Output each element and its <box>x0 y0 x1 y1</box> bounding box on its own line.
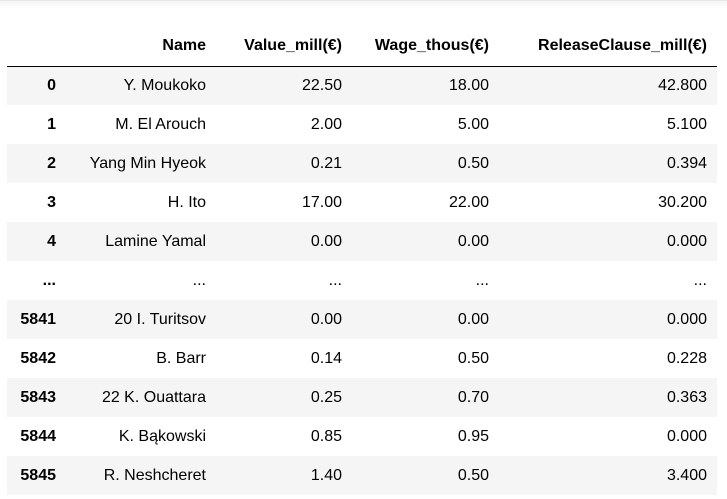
cell-name: K. Bąkowski <box>118 427 206 445</box>
cell-release-clause: 0.363 <box>666 388 707 406</box>
cell-wage: 0.95 <box>457 427 489 445</box>
cell-wage: 0.50 <box>457 154 489 172</box>
cell-release-clause: 0.394 <box>666 154 707 172</box>
table-row: 5841 20 I. Turitsov 0.00 0.00 0.000 <box>7 300 717 339</box>
row-index: 1 <box>47 115 56 133</box>
cell-name: 22 K. Ouattara <box>101 388 206 406</box>
cell-release-clause: 0.000 <box>666 427 707 445</box>
table-row: 5844 K. Bąkowski 0.85 0.95 0.000 <box>7 417 717 456</box>
cell-wage: 5.00 <box>457 115 489 133</box>
column-header-release-clause: ReleaseClause_mill(€) <box>499 27 717 67</box>
cell-name: ... <box>192 271 206 289</box>
cell-value: ... <box>328 271 342 289</box>
cell-release-clause: 0.000 <box>666 310 707 328</box>
cell-value: 0.14 <box>310 349 342 367</box>
column-header-wage: Wage_thous(€) <box>352 27 499 67</box>
table-row: 3 H. Ito 17.00 22.00 30.200 <box>7 183 717 222</box>
cell-name: B. Barr <box>156 349 206 367</box>
row-index: 5845 <box>20 466 56 484</box>
cell-value: 2.00 <box>310 115 342 133</box>
row-index: 5841 <box>20 310 56 328</box>
cell-name: H. Ito <box>167 193 206 211</box>
table-row: 1 M. El Arouch 2.00 5.00 5.100 <box>7 105 717 144</box>
table-row: 5842 B. Barr 0.14 0.50 0.228 <box>7 339 717 378</box>
cell-value: 0.25 <box>310 388 342 406</box>
cell-name: M. El Arouch <box>115 115 206 133</box>
cell-release-clause: 5.100 <box>666 115 707 133</box>
cell-release-clause: 0.228 <box>666 349 707 367</box>
cell-wage: ... <box>475 271 489 289</box>
cell-value: 0.00 <box>310 310 342 328</box>
cell-release-clause: 0.000 <box>666 232 707 250</box>
cell-wage: 0.50 <box>457 466 489 484</box>
cell-release-clause: ... <box>693 271 707 289</box>
cell-value: 0.00 <box>310 232 342 250</box>
cell-value: 0.21 <box>310 154 342 172</box>
cell-name: Y. Moukoko <box>123 76 206 94</box>
cell-value: 1.40 <box>310 466 342 484</box>
cell-release-clause: 30.200 <box>658 193 707 211</box>
row-index: 5842 <box>20 349 56 367</box>
output-top-border <box>0 0 727 9</box>
cell-wage: 18.00 <box>448 76 489 94</box>
row-index: 5844 <box>20 427 56 445</box>
row-index: 2 <box>47 154 56 172</box>
row-index: 5843 <box>20 388 56 406</box>
cell-wage: 0.00 <box>457 310 489 328</box>
table-body: 0 Y. Moukoko 22.50 18.00 42.800 1 M. El Arouch… <box>7 66 717 495</box>
dataframe-table: Name Value_mill(€) Wage_thous(€) Release… <box>7 27 717 495</box>
table-row: 2 Yang Min Hyeok 0.21 0.50 0.394 <box>7 144 717 183</box>
row-index: 3 <box>47 193 56 211</box>
row-index: ... <box>42 271 56 289</box>
cell-name: Yang Min Hyeok <box>89 154 206 172</box>
row-index: 4 <box>47 232 56 250</box>
cell-wage: 0.00 <box>457 232 489 250</box>
table-row: 4 Lamine Yamal 0.00 0.00 0.000 <box>7 222 717 261</box>
table-row: 5843 22 K. Ouattara 0.25 0.70 0.363 <box>7 378 717 417</box>
column-header-name: Name <box>66 27 216 67</box>
index-header <box>7 27 66 67</box>
table-row: ............... <box>7 261 717 300</box>
cell-release-clause: 3.400 <box>666 466 707 484</box>
table-row: 5845 R. Neshcheret 1.40 0.50 3.400 <box>7 456 717 495</box>
cell-release-clause: 42.800 <box>658 76 707 94</box>
header-row: Name Value_mill(€) Wage_thous(€) Release… <box>7 27 717 67</box>
row-index: 0 <box>47 76 56 94</box>
cell-value: 22.50 <box>301 76 342 94</box>
table-row: 0 Y. Moukoko 22.50 18.00 42.800 <box>7 66 717 105</box>
cell-name: R. Neshcheret <box>103 466 206 484</box>
cell-wage: 22.00 <box>448 193 489 211</box>
cell-value: 17.00 <box>301 193 342 211</box>
cell-name: Lamine Yamal <box>105 232 206 250</box>
cell-name: 20 I. Turitsov <box>114 310 206 328</box>
cell-wage: 0.70 <box>457 388 489 406</box>
cell-value: 0.85 <box>310 427 342 445</box>
cell-wage: 0.50 <box>457 349 489 367</box>
column-header-value: Value_mill(€) <box>216 27 352 67</box>
table-header: Name Value_mill(€) Wage_thous(€) Release… <box>7 27 717 67</box>
